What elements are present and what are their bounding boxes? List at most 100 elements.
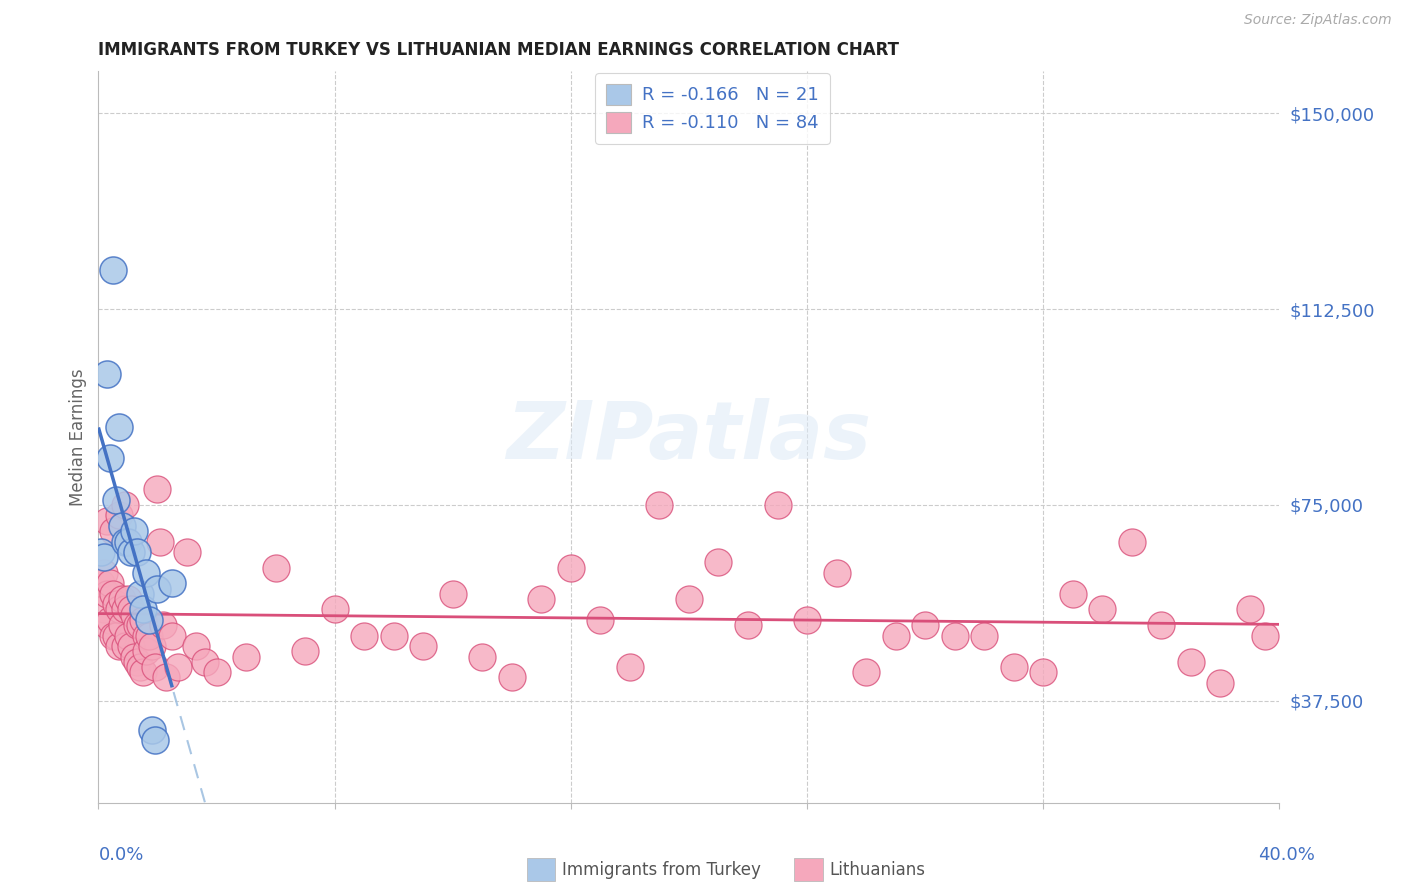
Point bbox=[120, 545, 142, 559]
Point bbox=[105, 492, 128, 507]
Point bbox=[943, 629, 966, 643]
Point bbox=[648, 498, 671, 512]
Point bbox=[162, 629, 183, 643]
Point bbox=[441, 587, 464, 601]
Point bbox=[111, 618, 134, 632]
Point bbox=[1209, 675, 1232, 690]
Point bbox=[103, 263, 125, 277]
Point bbox=[530, 592, 553, 607]
Point bbox=[103, 629, 125, 643]
Point bbox=[353, 629, 375, 643]
Text: IMMIGRANTS FROM TURKEY VS LITHUANIAN MEDIAN EARNINGS CORRELATION CHART: IMMIGRANTS FROM TURKEY VS LITHUANIAN MED… bbox=[98, 41, 900, 59]
Point bbox=[98, 613, 121, 627]
Point bbox=[1254, 629, 1277, 643]
Point bbox=[117, 629, 139, 643]
Point bbox=[128, 587, 150, 601]
Point bbox=[138, 613, 160, 627]
Point bbox=[619, 660, 641, 674]
Point bbox=[471, 649, 494, 664]
Point bbox=[117, 592, 139, 607]
Point bbox=[973, 629, 995, 643]
Point bbox=[707, 556, 730, 570]
Point bbox=[114, 534, 136, 549]
Point bbox=[589, 613, 612, 627]
Point bbox=[128, 660, 150, 674]
Point bbox=[96, 587, 118, 601]
Point bbox=[103, 587, 125, 601]
Point bbox=[96, 368, 118, 382]
Point bbox=[96, 618, 118, 632]
Point bbox=[93, 550, 115, 565]
Point bbox=[122, 649, 145, 664]
Point bbox=[125, 618, 148, 632]
Point bbox=[132, 665, 155, 680]
Point bbox=[1002, 660, 1025, 674]
Point bbox=[162, 576, 183, 591]
Point bbox=[98, 576, 121, 591]
Point bbox=[105, 629, 128, 643]
Point bbox=[855, 665, 877, 680]
Text: Source: ZipAtlas.com: Source: ZipAtlas.com bbox=[1244, 13, 1392, 28]
Point bbox=[93, 566, 115, 580]
Y-axis label: Median Earnings: Median Earnings bbox=[69, 368, 87, 506]
Point bbox=[825, 566, 848, 580]
Point bbox=[117, 534, 139, 549]
Point bbox=[678, 592, 700, 607]
Point bbox=[108, 602, 131, 616]
Point bbox=[103, 524, 125, 538]
Point bbox=[146, 582, 169, 596]
Point bbox=[122, 607, 145, 622]
Point bbox=[1091, 602, 1114, 616]
Legend: R = -0.166   N = 21, R = -0.110   N = 84: R = -0.166 N = 21, R = -0.110 N = 84 bbox=[595, 73, 830, 144]
Point bbox=[120, 639, 142, 653]
Point bbox=[125, 655, 148, 669]
Point bbox=[114, 498, 136, 512]
Point bbox=[766, 498, 789, 512]
Point bbox=[108, 419, 131, 434]
Point bbox=[176, 545, 198, 559]
Point bbox=[135, 644, 157, 658]
Point bbox=[125, 545, 148, 559]
Point bbox=[138, 629, 160, 643]
Text: Immigrants from Turkey: Immigrants from Turkey bbox=[562, 861, 761, 879]
Text: 40.0%: 40.0% bbox=[1258, 846, 1315, 863]
Point bbox=[152, 618, 174, 632]
Text: ZIPatlas: ZIPatlas bbox=[506, 398, 872, 476]
Point bbox=[501, 670, 523, 684]
Point bbox=[128, 618, 150, 632]
Point bbox=[114, 602, 136, 616]
Point bbox=[412, 639, 434, 653]
Point bbox=[155, 670, 177, 684]
Point bbox=[141, 639, 163, 653]
Point bbox=[146, 483, 169, 497]
Point bbox=[323, 602, 346, 616]
Point bbox=[1062, 587, 1084, 601]
Point bbox=[167, 660, 190, 674]
Point bbox=[1239, 602, 1261, 616]
Point bbox=[737, 618, 759, 632]
Point bbox=[1180, 655, 1202, 669]
Point bbox=[194, 655, 217, 669]
Point bbox=[143, 660, 166, 674]
Point bbox=[884, 629, 907, 643]
Point bbox=[108, 639, 131, 653]
Point bbox=[122, 524, 145, 538]
Text: Lithuanians: Lithuanians bbox=[830, 861, 925, 879]
Point bbox=[796, 613, 818, 627]
Point bbox=[205, 665, 228, 680]
Point bbox=[235, 649, 257, 664]
Point bbox=[120, 602, 142, 616]
Point bbox=[149, 534, 172, 549]
Point bbox=[1032, 665, 1054, 680]
Point bbox=[184, 639, 207, 653]
Point bbox=[105, 597, 128, 611]
Point bbox=[90, 545, 112, 559]
Point bbox=[96, 514, 118, 528]
Point bbox=[114, 639, 136, 653]
Point bbox=[90, 576, 112, 591]
Point bbox=[141, 723, 163, 737]
Text: 0.0%: 0.0% bbox=[98, 846, 143, 863]
Point bbox=[914, 618, 936, 632]
Point bbox=[1150, 618, 1173, 632]
Point bbox=[98, 450, 121, 465]
